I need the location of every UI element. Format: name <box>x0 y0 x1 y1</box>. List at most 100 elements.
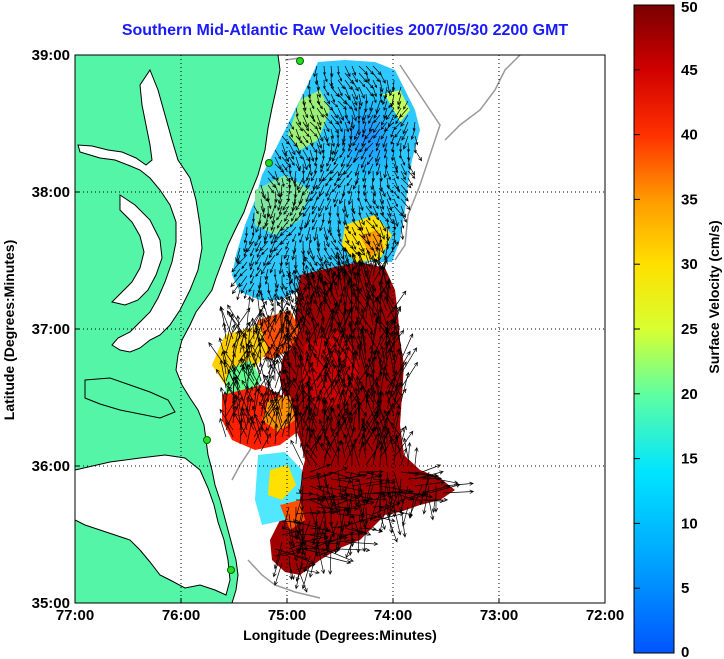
velocity-arrow <box>323 254 331 267</box>
velocity-arrow <box>344 334 350 361</box>
velocity-arrow <box>358 86 365 100</box>
velocity-arrow <box>295 563 316 571</box>
velocity-arrow <box>375 135 381 147</box>
velocity-arrow <box>333 191 339 204</box>
velocity-arrow <box>249 254 255 268</box>
velocity-arrow <box>358 219 364 231</box>
velocity-arrow <box>379 410 391 438</box>
velocity-arrow <box>243 240 248 253</box>
velocity-arrow <box>344 471 375 480</box>
velocity-arrow <box>315 191 325 200</box>
velocity-arrow <box>267 306 275 326</box>
velocity-arrow <box>372 407 381 431</box>
velocity-arrow <box>274 289 280 301</box>
velocity-arrow <box>400 333 414 361</box>
velocity-arrow <box>344 93 352 101</box>
velocity-arrow <box>302 149 310 162</box>
velocity-arrow <box>361 107 367 122</box>
velocity-arrow <box>310 367 318 396</box>
velocity-arrow <box>396 323 402 354</box>
velocity-arrow <box>379 184 386 198</box>
velocity-arrow <box>337 226 342 238</box>
velocity-arrow <box>293 411 304 445</box>
velocity-arrow <box>389 86 395 97</box>
velocity-arrow <box>364 328 381 354</box>
velocity-arrow <box>253 420 266 438</box>
velocity-arrow <box>302 426 310 459</box>
velocity-arrow <box>372 432 381 466</box>
velocity-arrow <box>231 261 241 273</box>
velocity-arrow <box>387 348 395 375</box>
velocity-arrow <box>288 170 294 182</box>
velocity-arrow <box>288 527 294 546</box>
velocity-arrow <box>348 184 353 195</box>
velocity-arrow <box>330 107 338 119</box>
velocity-arrow <box>379 444 384 466</box>
velocity-arrow <box>232 395 237 424</box>
velocity-arrow <box>386 513 398 543</box>
velocity-arrow <box>365 440 383 466</box>
velocity-arrow <box>379 340 391 375</box>
velocity-arrow <box>219 408 234 431</box>
velocity-arrow <box>330 233 336 244</box>
velocity-arrow <box>358 79 366 88</box>
velocity-arrow <box>267 289 274 303</box>
velocity-arrow <box>358 100 362 110</box>
velocity-arrow <box>260 314 277 340</box>
velocity-arrow <box>344 100 353 110</box>
velocity-arrow <box>326 156 332 167</box>
velocity-arrow <box>310 170 318 182</box>
velocity-arrow <box>337 519 366 529</box>
velocity-arrow <box>288 226 297 237</box>
velocity-arrow <box>323 415 330 445</box>
velocity-arrow <box>379 93 383 104</box>
y-axis-label: Latitude (Degrees:Minutes) <box>1 240 17 420</box>
velocity-arrow <box>329 72 334 88</box>
velocity-arrow <box>351 351 356 382</box>
velocity-arrow <box>323 322 334 354</box>
velocity-arrow <box>300 442 311 466</box>
velocity-arrow <box>357 121 362 136</box>
velocity-arrow <box>344 121 350 133</box>
velocity-arrow <box>354 305 374 333</box>
velocity-arrow <box>349 299 354 333</box>
velocity-arrow <box>306 443 318 459</box>
velocity-arrow <box>388 100 395 109</box>
y-tick-label: 35:00 <box>32 595 70 612</box>
velocity-arrow <box>298 353 304 389</box>
velocity-arrow <box>270 219 276 231</box>
y-tick-label: 36:00 <box>32 458 70 475</box>
velocity-arrow <box>342 269 347 298</box>
velocity-arrow <box>323 316 334 340</box>
velocity-arrow <box>321 325 332 354</box>
x-tick-label: 77:00 <box>56 607 94 624</box>
velocity-arrow <box>421 464 442 473</box>
velocity-arrow <box>323 378 341 403</box>
velocity-arrow <box>344 240 354 249</box>
velocity-arrow <box>302 295 313 326</box>
velocity-arrow <box>414 470 444 480</box>
velocity-arrow <box>365 258 376 291</box>
velocity-arrow <box>316 86 321 98</box>
velocity-arrow <box>253 381 259 410</box>
velocity-arrow <box>309 541 341 546</box>
velocity-arrow <box>316 128 324 142</box>
velocity-arrow <box>293 335 304 361</box>
velocity-arrow <box>354 321 367 340</box>
velocity-arrow <box>380 128 388 140</box>
velocity-arrow <box>398 350 403 382</box>
velocity-arrow <box>372 425 386 459</box>
velocity-arrow <box>337 177 346 189</box>
velocity-arrow <box>323 247 332 261</box>
velocity-arrow <box>428 483 461 494</box>
velocity-arrow <box>356 344 367 375</box>
velocity-arrow <box>316 541 326 575</box>
velocity-arrow <box>323 340 339 368</box>
velocity-arrow <box>295 163 301 172</box>
velocity-arrow <box>270 343 283 361</box>
velocity-arrow <box>372 389 377 410</box>
velocity-arrow <box>351 527 372 536</box>
velocity-arrow <box>281 550 301 557</box>
y-tick-label: 39:00 <box>32 47 70 64</box>
velocity-arrow <box>309 292 315 312</box>
